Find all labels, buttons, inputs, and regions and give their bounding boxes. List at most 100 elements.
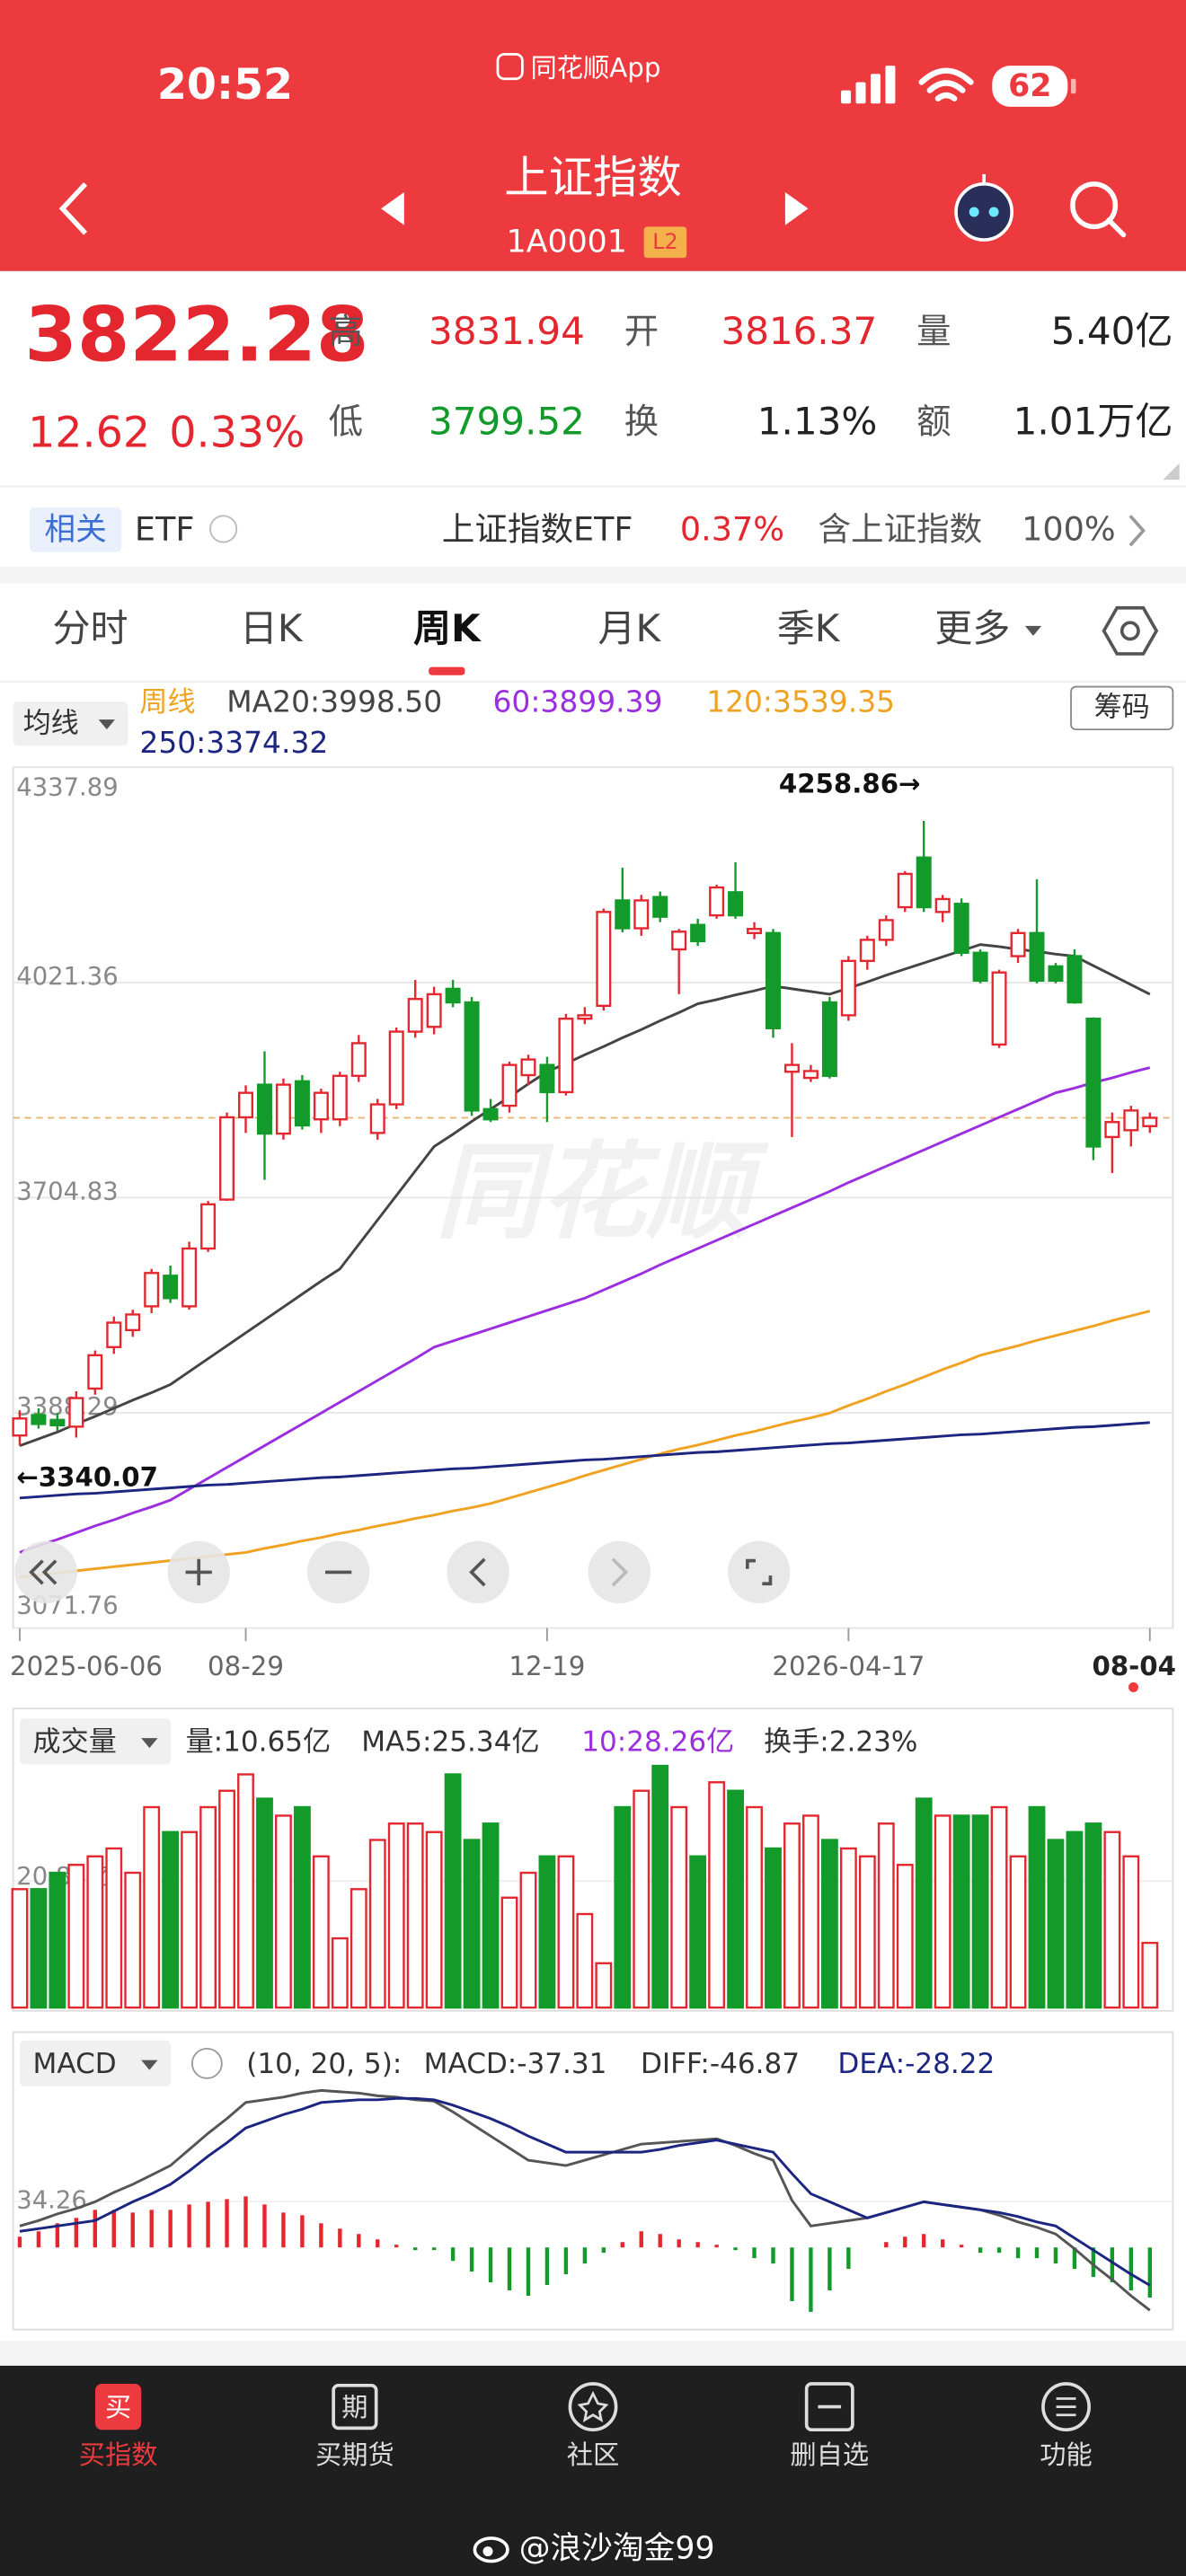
candle-body: [12, 1417, 28, 1437]
help-icon[interactable]: [209, 515, 238, 543]
candle-body: [821, 1001, 837, 1077]
nav-icon: [332, 2383, 378, 2430]
prev-button[interactable]: [381, 192, 404, 225]
volume-bar: [162, 1831, 180, 2009]
volume-bar: [86, 1855, 104, 2009]
gap: [0, 567, 1186, 584]
period: 周线: [139, 686, 195, 719]
scroll-left-button[interactable]: [447, 1540, 509, 1604]
candle-body: [294, 1080, 310, 1127]
candle-body: [897, 872, 913, 909]
volume-bar: [802, 1814, 819, 2009]
candle-body: [1048, 965, 1064, 982]
x-tick-label: 12-19: [509, 1651, 585, 1681]
candle-body: [878, 919, 894, 941]
tag-bg: [29, 507, 122, 552]
nav-item[interactable]: 社区: [567, 2382, 619, 2470]
nav-item[interactable]: 功能: [1040, 2382, 1093, 2470]
nav-glyph: 买: [105, 2392, 131, 2422]
etf-name[interactable]: 上证指数ETF: [442, 509, 633, 548]
volume-bar: [595, 1962, 613, 2009]
volume-bar: [651, 1764, 669, 2009]
candle-body: [615, 899, 631, 930]
related-tag: 相关: [44, 512, 106, 548]
volume-legend: MA5:25.34亿: [361, 1726, 539, 1759]
tab[interactable]: 分时: [53, 606, 128, 650]
tab[interactable]: 季K: [777, 606, 841, 650]
candle-body: [802, 1070, 819, 1080]
candle-body: [388, 1030, 404, 1106]
robot-button[interactable]: [954, 173, 1014, 242]
ma-legend: 60:3899.39: [492, 684, 662, 719]
field-label: 量: [916, 312, 951, 352]
volume-bar: [275, 1814, 292, 2009]
nav-label: 买期货: [315, 2439, 394, 2470]
candle-body: [577, 1014, 593, 1020]
volume-bar: [1141, 1941, 1159, 2009]
volume-bar: [1028, 1805, 1046, 2009]
chevron[interactable]: [1128, 515, 1146, 547]
field-value: 3831.94: [429, 309, 585, 353]
candle-body: [1067, 955, 1083, 1004]
settings-button[interactable]: [1102, 605, 1159, 656]
candle-body: [256, 1083, 272, 1135]
candle-body: [840, 959, 856, 1017]
chip-button[interactable]: [1070, 685, 1174, 731]
tab[interactable]: 周K: [413, 606, 482, 650]
back-button[interactable]: [58, 181, 88, 235]
candle-body: [369, 1103, 385, 1134]
help-icon[interactable]: [190, 2047, 223, 2079]
tab[interactable]: 月K: [597, 606, 661, 650]
candle-body: [558, 1017, 574, 1094]
indicator-select[interactable]: [19, 2040, 172, 2086]
candle-body: [313, 1091, 329, 1121]
volume-bar: [783, 1822, 801, 2009]
ma-legend: 120:3539.35: [706, 684, 895, 719]
next-button[interactable]: [784, 192, 809, 225]
volume-bar: [896, 1864, 914, 2009]
candle-body: [464, 1001, 480, 1112]
fullscreen-button[interactable]: [727, 1540, 791, 1604]
volume-bar: [256, 1797, 273, 2009]
search-button[interactable]: [1070, 181, 1127, 238]
battery-tip: [1071, 78, 1076, 94]
indicator: 均线: [23, 708, 79, 740]
tab[interactable]: 日K: [240, 606, 304, 650]
indicator-select[interactable]: [19, 1718, 172, 1765]
volume-bar: [368, 1839, 386, 2009]
volume-bar: [482, 1822, 500, 2009]
candle-body: [482, 1107, 499, 1121]
y-tick-label: 34.26: [16, 2187, 86, 2215]
footer-credit: @浪沙淘金99: [519, 2531, 715, 2567]
y-tick-label: 4021.36: [16, 963, 118, 991]
volume-bar: [727, 1789, 744, 2009]
volume-bar: [746, 1805, 763, 2009]
badge: L2: [652, 229, 677, 254]
candle-body: [219, 1116, 235, 1201]
candle-body: [728, 891, 744, 917]
scroll-right-button[interactable]: [588, 1540, 651, 1604]
indicator-select[interactable]: [13, 701, 128, 746]
stock-code: 1A0001: [507, 225, 627, 260]
candle-body: [934, 897, 951, 913]
macd-params: (10, 20, 5):: [246, 2048, 402, 2080]
nav-item[interactable]: 删自选: [790, 2382, 869, 2470]
volume-bar: [765, 1847, 782, 2009]
nav-icon: [95, 2383, 142, 2430]
holding[interactable]: 含上证指数: [818, 509, 982, 548]
nav-icon: [804, 2382, 854, 2432]
macd-frame: [12, 2031, 1174, 2331]
field-label: 额: [916, 401, 951, 442]
volume-bar: [670, 1805, 688, 2009]
candle-body: [332, 1074, 348, 1121]
macd-chart: MACD:-37.31 DIFF:-46.87 DEA:-28.22 34.26: [13, 2048, 1173, 2312]
low-label: ←3340.07: [16, 1462, 158, 1493]
tab[interactable]: 更多: [934, 606, 1010, 650]
chart-tools: [14, 1540, 791, 1604]
volume-bar: [444, 1773, 462, 2009]
candle-body: [916, 856, 932, 909]
